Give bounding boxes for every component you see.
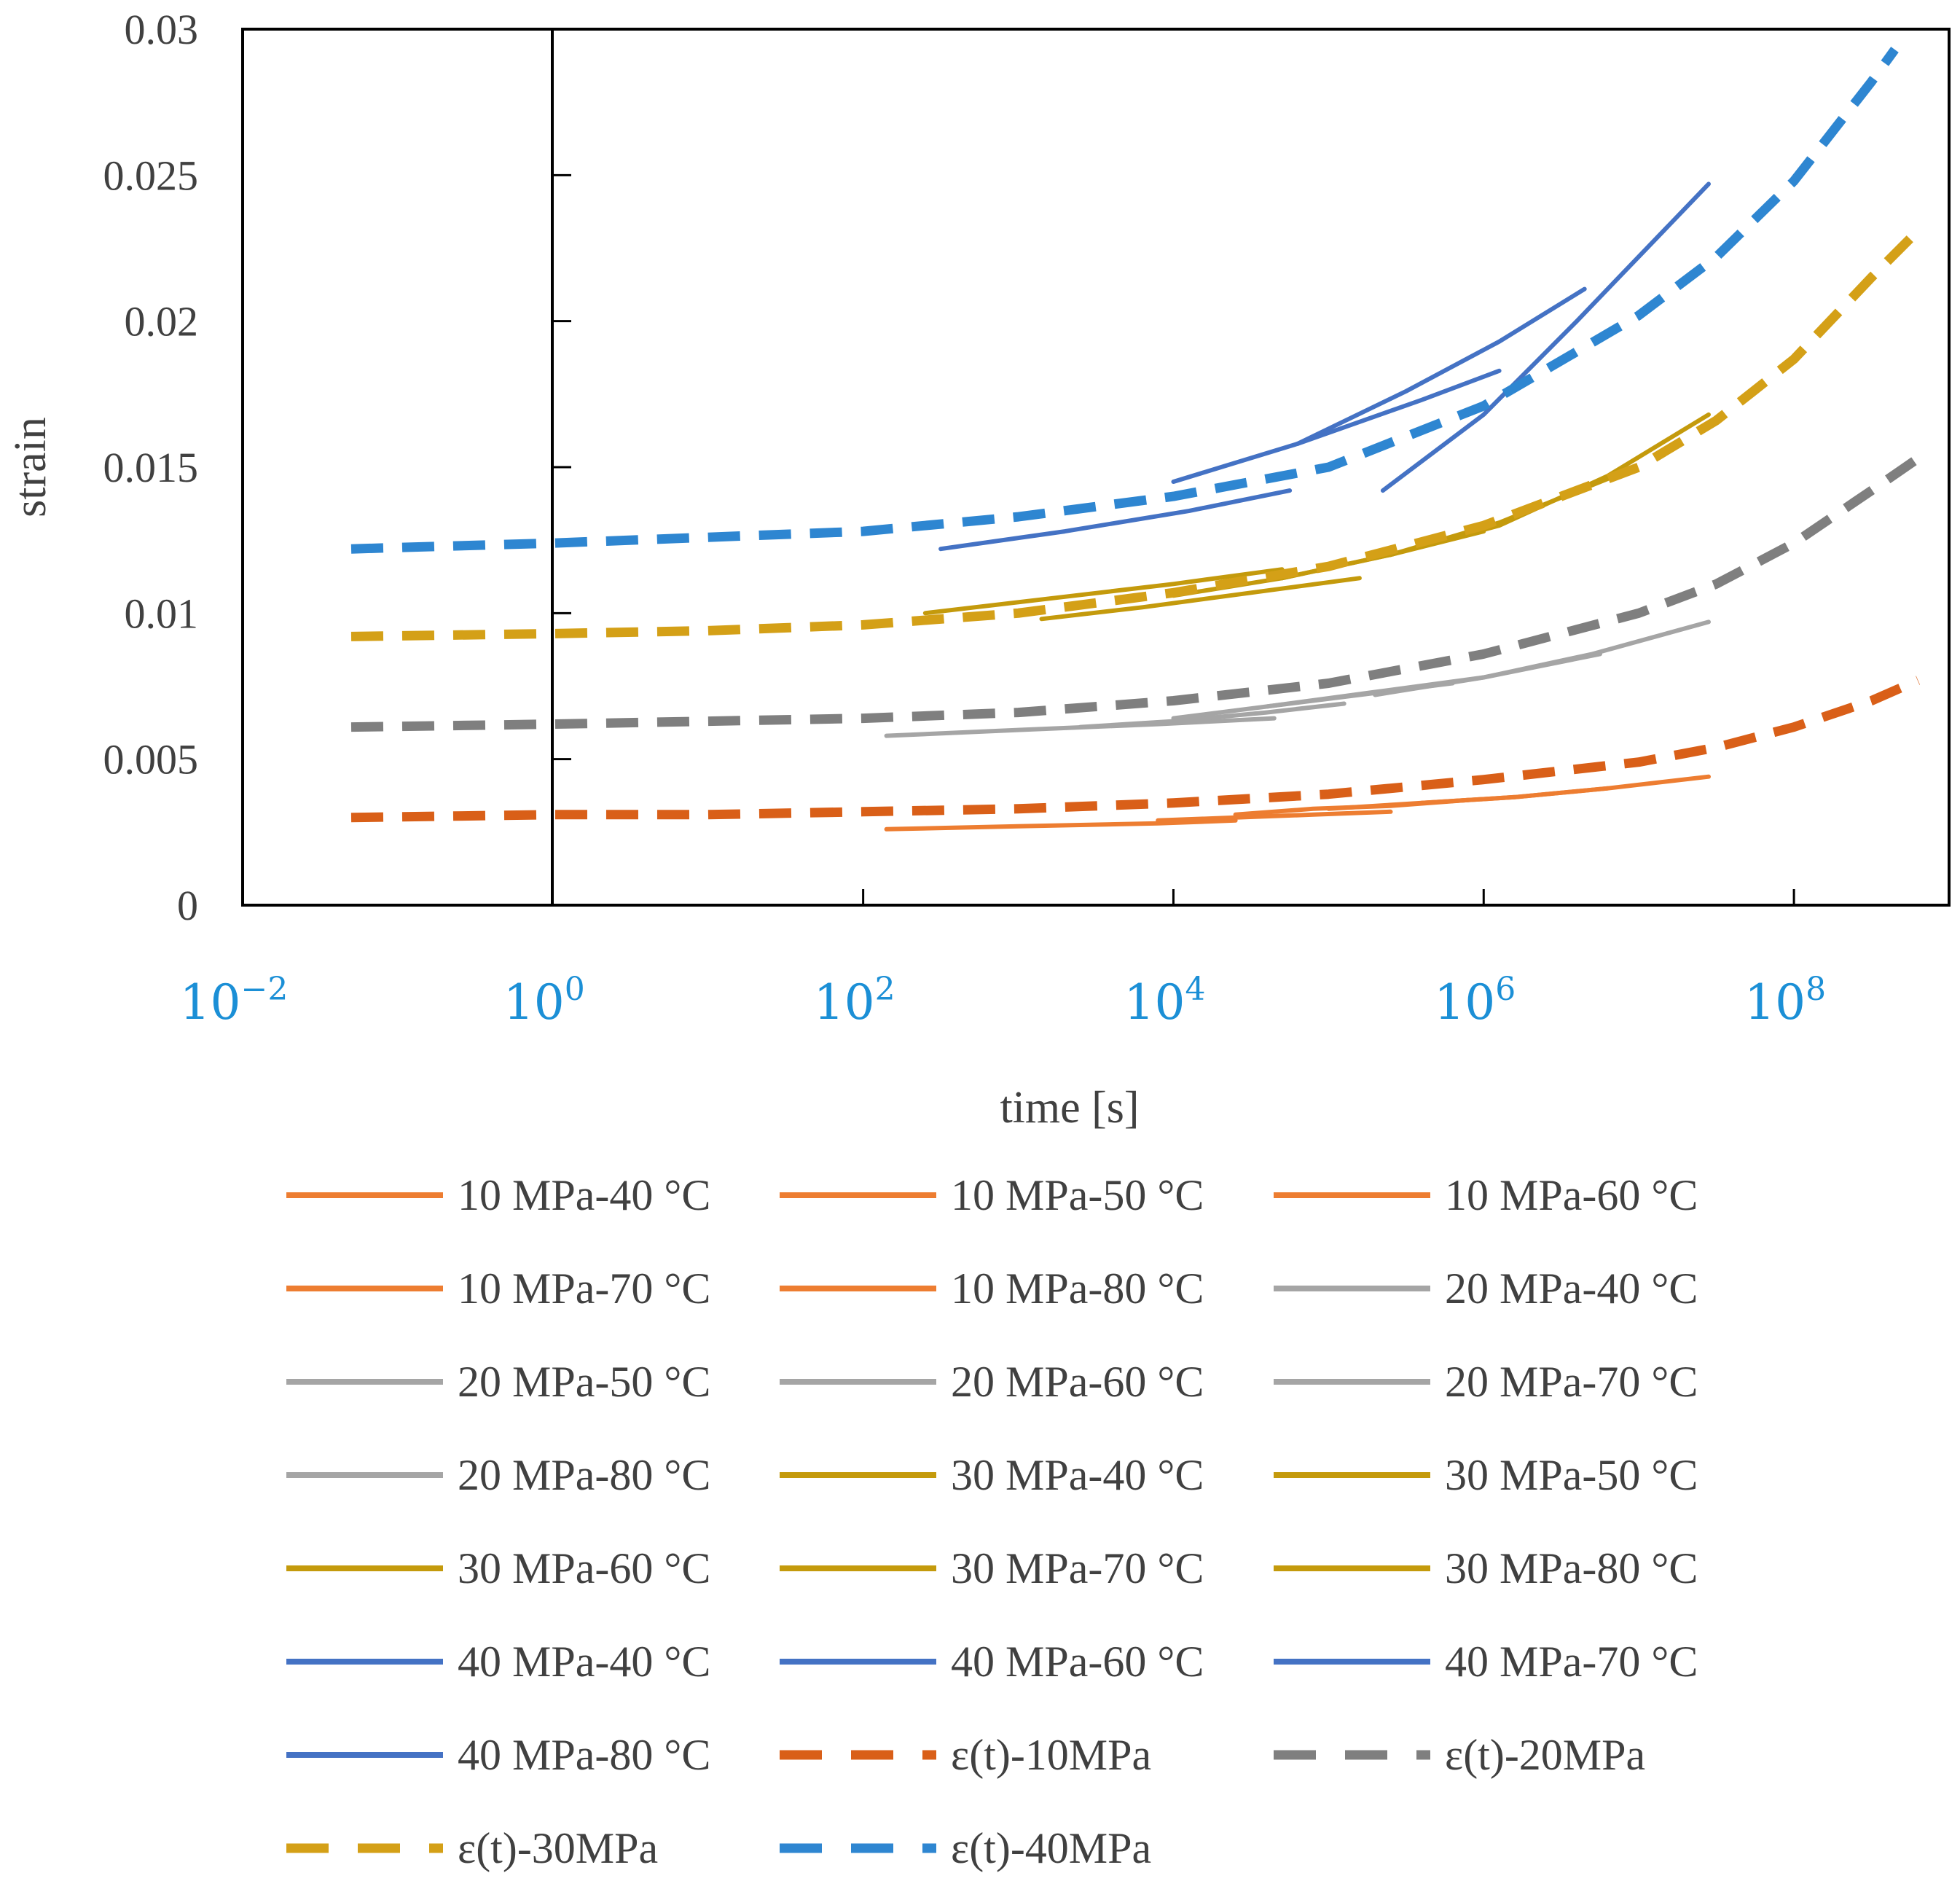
legend-label: 10 MPa-50 °C bbox=[951, 1171, 1204, 1219]
series-line-20-mpa-50-c bbox=[1078, 701, 1346, 730]
x-tick-label: 108 bbox=[1744, 971, 1826, 1031]
series-line-t-20mpa bbox=[350, 454, 1921, 732]
legend-label: 40 MPa-40 °C bbox=[458, 1638, 710, 1686]
series-line-t-30mpa bbox=[350, 227, 1922, 641]
legend-label: 30 MPa-60 °C bbox=[458, 1544, 710, 1592]
legend-label: 30 MPa-40 °C bbox=[951, 1451, 1204, 1499]
y-axis-title: strain bbox=[6, 417, 55, 517]
series-line-10-mpa-40-c bbox=[884, 818, 1238, 832]
legend-label: 10 MPa-60 °C bbox=[1445, 1171, 1698, 1219]
legend-label: 40 MPa-80 °C bbox=[458, 1731, 710, 1779]
legend-label: 30 MPa-80 °C bbox=[1445, 1544, 1698, 1592]
legend-label: 30 MPa-70 °C bbox=[951, 1544, 1204, 1592]
legend-label: ε(t)-40MPa bbox=[951, 1824, 1151, 1872]
x-tick-label: 102 bbox=[814, 971, 895, 1031]
y-tick-label: 0.02 bbox=[125, 298, 199, 345]
series-line-40-mpa-80-c bbox=[1380, 181, 1711, 493]
y-axis-ticks: 0 0.005 0.01 0.015 0.02 0.025 0.03 bbox=[103, 6, 571, 929]
y-tick-label: 0.005 bbox=[103, 736, 199, 783]
y-tick-label: 0 bbox=[177, 882, 198, 929]
series-line-t-40mpa bbox=[350, 47, 1899, 554]
series-line-30-mpa-40-c bbox=[922, 567, 1285, 616]
series-line-40-mpa-40-c bbox=[938, 488, 1293, 552]
x-axis-title: time [s] bbox=[1000, 1083, 1139, 1133]
y-tick-label: 0.01 bbox=[125, 590, 199, 637]
legend-label: 10 MPa-80 °C bbox=[951, 1264, 1204, 1313]
series-line-20-mpa-80-c bbox=[1373, 619, 1711, 697]
legend-label: 20 MPa-40 °C bbox=[1445, 1264, 1698, 1313]
x-tick-label: 104 bbox=[1124, 971, 1205, 1031]
legend-label: 10 MPa-40 °C bbox=[458, 1171, 710, 1219]
series-line-40-mpa-60-c bbox=[1171, 368, 1502, 484]
legend-label: 10 MPa-70 °C bbox=[458, 1264, 710, 1313]
legend-label: 20 MPa-70 °C bbox=[1445, 1358, 1698, 1406]
legend-label: ε(t)-30MPa bbox=[458, 1824, 658, 1872]
series-line-10-mpa-50-c bbox=[1156, 809, 1393, 823]
series-line-t-10mpa bbox=[350, 676, 1921, 823]
series-line-40-mpa-70-c bbox=[1295, 286, 1587, 446]
legend-label: 40 MPa-60 °C bbox=[951, 1638, 1204, 1686]
x-tick-label: 10−2 bbox=[180, 971, 289, 1031]
legend-label: ε(t)-20MPa bbox=[1445, 1731, 1645, 1779]
series-line-10-mpa-80-c bbox=[1419, 774, 1711, 805]
legend: 10 MPa-40 °C 10 MPa-50 °C 10 MPa-60 °C 10 M… bbox=[286, 1171, 1698, 1872]
series-line-30-mpa-50-c bbox=[1039, 576, 1362, 622]
x-axis-ticks: 10−2 100 102 104 106 108 bbox=[180, 889, 1826, 1031]
legend-label: 20 MPa-60 °C bbox=[951, 1358, 1204, 1406]
legend-label: 40 MPa-70 °C bbox=[1445, 1638, 1698, 1686]
y-tick-label: 0.015 bbox=[103, 444, 199, 491]
legend-label: ε(t)-10MPa bbox=[951, 1731, 1151, 1779]
series-layer bbox=[350, 47, 1922, 832]
legend-label: 20 MPa-50 °C bbox=[458, 1358, 710, 1406]
x-tick-label: 100 bbox=[503, 971, 585, 1031]
plot-area-frame bbox=[241, 28, 1951, 907]
y-tick-label: 0.025 bbox=[103, 152, 199, 199]
y-tick-label: 0.03 bbox=[125, 6, 199, 53]
x-tick-label: 106 bbox=[1434, 971, 1516, 1031]
legend-label: 20 MPa-80 °C bbox=[458, 1451, 710, 1499]
legend-label: 30 MPa-50 °C bbox=[1445, 1451, 1698, 1499]
